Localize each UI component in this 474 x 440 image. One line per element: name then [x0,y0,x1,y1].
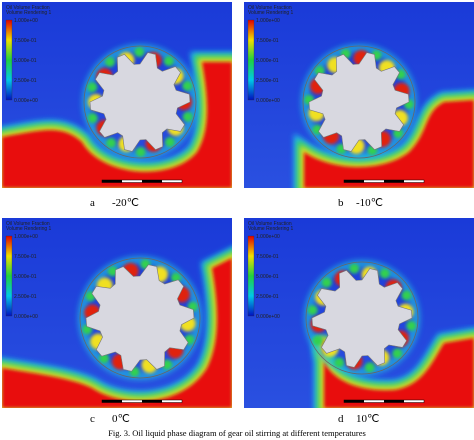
panel-temperature: -10℃ [356,197,383,209]
scale-bar-fill [102,180,122,183]
caption: Fig. 3. Oil liquid phase diagram of gear… [108,428,366,438]
oil-blob [182,80,193,91]
colorbar-label: 5.000e-01 [256,58,279,64]
oil-blob [87,113,98,124]
oil-blob [106,137,117,148]
casing [79,257,201,379]
oil-blob [135,146,146,157]
oil-pool [322,338,474,408]
panel-temperature: 0℃ [112,413,130,425]
oil-blob [401,290,412,301]
colorbar-label: 0.000e+00 [14,314,38,320]
scale-bar-fill [384,400,404,403]
oil-blob [307,305,318,316]
colorbar-label: 1.000e+00 [14,234,38,240]
colorbar-label: 5.000e-01 [256,274,279,280]
colorbar-label: 2.500e-01 [14,294,37,300]
legend-title: Oil Volume Fraction [248,221,292,227]
colorbar [247,235,255,317]
colorbar-label: 0.000e+00 [256,98,280,104]
colorbar-label: 1.000e+00 [256,18,280,24]
gear [311,268,413,368]
casing [305,261,419,375]
oil-blob [349,263,360,274]
colorbar-label: 7.500e-01 [14,254,37,260]
oil-blob [321,277,332,288]
scale-bar [343,179,425,183]
scale-bar [343,399,425,403]
scale-bar-fill [142,400,162,403]
legend-title: Oil Volume Fraction [6,5,50,11]
oil-pool [2,258,232,408]
oil-blob [182,111,193,122]
panel-temperature: 10℃ [356,413,379,425]
oil-pool [304,100,474,188]
legend-title: Oil Volume Fraction [248,5,292,11]
oil-film [78,256,202,380]
oil-blob [392,348,403,359]
scale-bar [101,179,183,183]
colorbar-label: 1.000e+00 [256,234,280,240]
oil-blob [105,56,116,67]
oil-blob [334,357,345,368]
colorbar [5,19,13,101]
oil-blob [164,137,175,148]
scale-bar-fill [102,400,122,403]
casing [83,45,197,159]
legend-subtitle: Volume Rendering 1 [248,10,294,16]
panel-label: c [90,413,95,425]
oil-blob [406,320,417,331]
scale-bar-fill [344,400,364,403]
colorbar [5,235,13,317]
oil-blob [312,335,323,346]
scale-bar-fill [344,180,364,183]
gear [308,52,410,152]
colorbar-label: 0.000e+00 [14,98,38,104]
oil-blob [87,82,98,93]
colorbar-label: 0.000e+00 [256,314,280,320]
scale-bar-fill [384,180,404,183]
casing [302,45,416,159]
legend-subtitle: Volume Rendering 1 [6,226,52,232]
gear [85,264,195,372]
colorbar-label: 5.000e-01 [14,58,37,64]
colorbar-label: 7.500e-01 [256,254,279,260]
panel-temperature: -20℃ [112,197,139,209]
oil-blob [163,56,174,67]
panel-label: d [338,413,344,425]
oil-blob [364,362,375,373]
scale-bar-fill [142,180,162,183]
legend-subtitle: Volume Rendering 1 [248,226,294,232]
colorbar-label: 1.000e+00 [14,18,38,24]
oil-blob [134,47,145,58]
colorbar [247,19,255,101]
gear [89,52,191,152]
panel-label: a [90,197,95,209]
colorbar-label: 7.500e-01 [256,38,279,44]
oil-film [304,260,420,376]
colorbar-label: 5.000e-01 [14,274,37,280]
colorbar-label: 2.500e-01 [256,78,279,84]
oil-pool [2,62,232,188]
legend-title: Oil Volume Fraction [6,221,50,227]
colorbar-label: 7.500e-01 [14,38,37,44]
colorbar-label: 2.500e-01 [256,294,279,300]
scale-bar [101,399,183,403]
oil-blob [379,268,390,279]
colorbar-label: 2.500e-01 [14,78,37,84]
legend-subtitle: Volume Rendering 1 [6,10,52,16]
panel-label: b [338,197,344,209]
